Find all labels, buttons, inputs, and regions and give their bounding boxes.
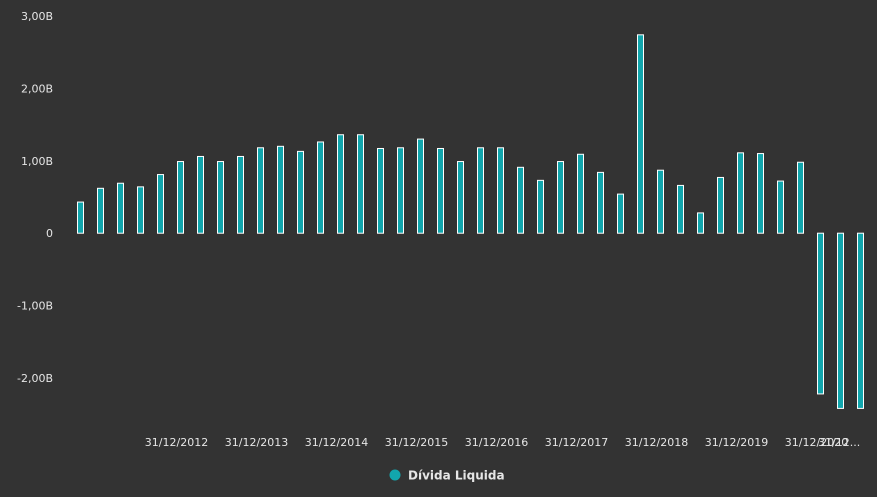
bar-series [77, 34, 864, 409]
x-tick-label: 31/12/2018 [625, 436, 688, 449]
y-tick-label: -2,00B [17, 372, 53, 385]
bar[interactable] [397, 147, 404, 234]
bar[interactable] [477, 147, 484, 234]
bar[interactable] [117, 182, 124, 234]
y-tick-label: 0 [46, 227, 53, 240]
x-tick-label: 31/12/2015 [385, 436, 448, 449]
bar[interactable] [597, 171, 604, 234]
bar[interactable] [657, 169, 664, 234]
bar[interactable] [277, 145, 284, 234]
bar[interactable] [857, 232, 864, 409]
bar[interactable] [817, 232, 824, 395]
bar[interactable] [837, 232, 844, 409]
bar[interactable] [617, 193, 624, 234]
bar[interactable] [97, 187, 104, 234]
bar[interactable] [557, 161, 564, 234]
bar[interactable] [457, 161, 464, 234]
x-tick-label: 31/12/2020 [785, 436, 848, 449]
bar[interactable] [77, 201, 84, 234]
y-tick-label: 2,00B [21, 82, 53, 95]
legend-label: Dívida Liquida [408, 469, 505, 483]
bar[interactable] [137, 186, 144, 234]
x-tick-label: 31/12/2012 [145, 436, 208, 449]
bar[interactable] [377, 147, 384, 234]
y-tick-label: 3,00B [21, 10, 53, 23]
x-tick-label: 31/12/2019 [705, 436, 768, 449]
bar[interactable] [537, 179, 544, 234]
bar[interactable] [777, 180, 784, 234]
bar[interactable] [317, 141, 324, 234]
bar[interactable] [217, 161, 224, 234]
bar[interactable] [497, 147, 504, 234]
bar[interactable] [717, 176, 724, 234]
bar[interactable] [797, 161, 804, 234]
bar[interactable] [577, 153, 584, 234]
bar[interactable] [237, 155, 244, 234]
x-tick-label: 31/12/2017 [545, 436, 608, 449]
bar[interactable] [517, 166, 524, 234]
x-tick-label: 31/12/2016 [465, 436, 528, 449]
bar[interactable] [357, 134, 364, 234]
bar[interactable] [697, 212, 704, 234]
legend-marker-icon [389, 469, 401, 481]
bar[interactable] [157, 174, 164, 234]
bar[interactable] [637, 34, 644, 234]
bar[interactable] [437, 147, 444, 234]
bar[interactable] [337, 134, 344, 234]
x-tick-label: 31/12... [818, 436, 860, 449]
bar[interactable] [677, 184, 684, 234]
y-axis: 3,00B 2,00B 1,00B 0 -1,00B -2,00B [17, 10, 53, 385]
bar[interactable] [757, 153, 764, 234]
bar[interactable] [257, 147, 264, 234]
bar[interactable] [177, 161, 184, 234]
legend[interactable]: Dívida Liquida [389, 469, 505, 483]
x-tick-label: 31/12/2014 [305, 436, 368, 449]
y-tick-label: 1,00B [21, 155, 53, 168]
bar[interactable] [737, 152, 744, 234]
x-tick-label: 31/12/2013 [225, 436, 288, 449]
bar[interactable] [197, 155, 204, 234]
y-tick-label: -1,00B [17, 300, 53, 313]
x-axis: 31/12/2012 31/12/2013 31/12/2014 31/12/2015… [145, 436, 860, 449]
bar[interactable] [417, 138, 424, 234]
bar[interactable] [297, 150, 304, 234]
